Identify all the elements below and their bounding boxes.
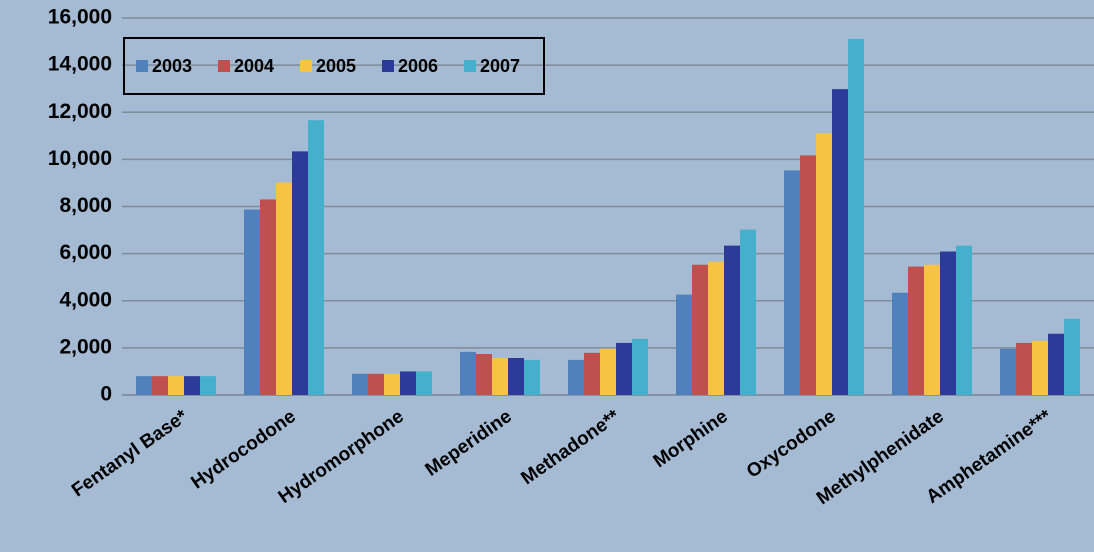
- bar: [740, 229, 756, 395]
- x-tick-label: Oxycodone: [743, 406, 840, 483]
- bar: [708, 261, 724, 395]
- legend-label: 2007: [480, 56, 520, 76]
- bar: [1048, 333, 1064, 395]
- legend-swatch: [136, 60, 148, 72]
- legend-box: [123, 37, 545, 95]
- x-tick-label: Morphine: [650, 406, 732, 472]
- legend-label: 2004: [234, 56, 274, 76]
- bar: [940, 251, 956, 395]
- bar: [292, 151, 308, 395]
- bar: [308, 120, 324, 395]
- bar: [416, 371, 432, 395]
- bar: [848, 38, 864, 395]
- bar: [800, 155, 816, 395]
- bar: [724, 245, 740, 395]
- bar: [600, 348, 616, 395]
- bar: [200, 376, 216, 395]
- bar: [832, 89, 848, 395]
- y-tick-label: 4,000: [59, 288, 112, 311]
- bar: [136, 376, 152, 395]
- bar: [956, 245, 972, 395]
- x-tick-label: Fentanyl Base*: [68, 406, 192, 502]
- bar: [1016, 342, 1032, 395]
- bar: [784, 170, 800, 395]
- x-tick-label: Hydrocodone: [187, 406, 299, 493]
- bar: [692, 264, 708, 395]
- bar: [908, 266, 924, 395]
- legend-label: 2006: [398, 56, 438, 76]
- bar: [1064, 318, 1080, 395]
- bar: [244, 209, 260, 395]
- y-tick-label: 0: [100, 383, 112, 406]
- legend-label: 2003: [152, 56, 192, 76]
- bar: [476, 354, 492, 395]
- bar: [632, 338, 648, 395]
- y-tick-label: 10,000: [48, 147, 112, 170]
- bar: [168, 376, 184, 395]
- legend-swatch: [300, 60, 312, 72]
- bar: [524, 359, 540, 395]
- y-tick-label: 8,000: [59, 194, 112, 217]
- bar: [368, 373, 384, 395]
- bar: [400, 371, 416, 395]
- bar: [352, 373, 368, 395]
- bar: [568, 359, 584, 395]
- legend-swatch: [218, 60, 230, 72]
- bar: [508, 358, 524, 395]
- bar: [384, 373, 400, 395]
- y-tick-label: 2,000: [59, 335, 112, 358]
- bar: [616, 342, 632, 395]
- bar: [152, 376, 168, 395]
- legend-label: 2005: [316, 56, 356, 76]
- bar: [184, 376, 200, 395]
- bar: [1000, 348, 1016, 395]
- y-tick-label: 16,000: [48, 6, 112, 29]
- y-tick-label: 12,000: [48, 100, 112, 123]
- bar: [492, 358, 508, 395]
- x-tick-label: Methadone**: [517, 406, 624, 490]
- legend-swatch: [464, 60, 476, 72]
- bar: [816, 133, 832, 395]
- bar: [1032, 340, 1048, 395]
- x-tick-label: Meperidine: [422, 406, 516, 481]
- bar: [260, 199, 276, 395]
- bar: [460, 351, 476, 395]
- bar: [676, 294, 692, 395]
- y-tick-label: 6,000: [59, 241, 112, 264]
- legend-swatch: [382, 60, 394, 72]
- bar: [924, 264, 940, 395]
- bar: [276, 182, 292, 395]
- y-tick-label: 14,000: [48, 53, 112, 76]
- bar: [584, 352, 600, 395]
- bar: [892, 292, 908, 395]
